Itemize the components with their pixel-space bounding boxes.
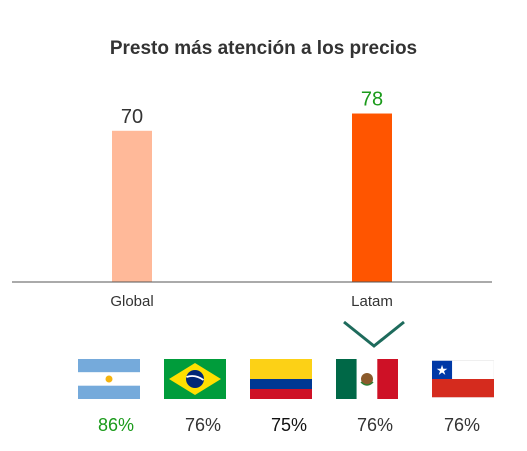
argentina-flag <box>78 359 140 399</box>
selection-chevron <box>343 320 405 348</box>
category-label-latam: Latam <box>351 293 393 310</box>
mexico-flag <box>336 359 398 399</box>
chile-value: 76% <box>443 415 481 435</box>
colombia-value: 75% <box>270 415 308 435</box>
colombia-flag <box>250 359 312 399</box>
data-label-latam: 78 <box>361 89 383 111</box>
mexico-value: 76% <box>356 415 394 435</box>
argentina-value: 86% <box>97 415 135 435</box>
bar-global <box>112 130 152 282</box>
brazil-flag <box>164 359 226 399</box>
data-label-global: 70 <box>121 106 143 128</box>
brazil-value: 76% <box>184 415 222 435</box>
chile-flag <box>432 360 494 398</box>
category-label-global: Global <box>110 293 153 310</box>
chart-title: Presto más atención a los precios <box>109 38 418 59</box>
bar-latam <box>352 113 392 283</box>
